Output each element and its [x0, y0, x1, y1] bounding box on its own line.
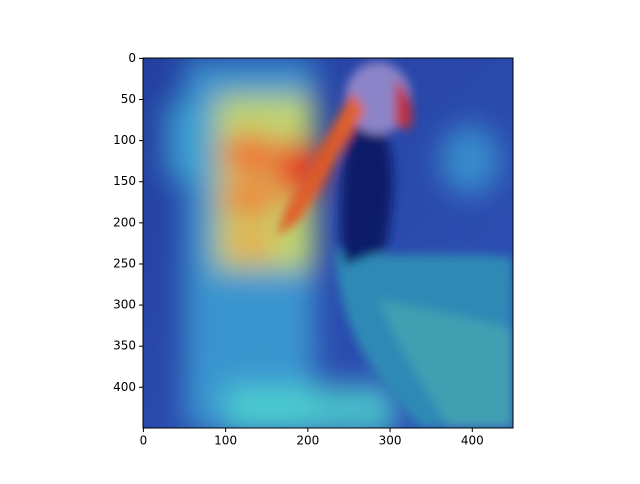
y-tick-label: 400 [113, 380, 136, 394]
x-tick-label: 300 [379, 434, 402, 448]
image [143, 58, 513, 428]
y-tick-label: 50 [121, 92, 136, 106]
axes-frame [142, 57, 514, 429]
y-tick-label: 300 [113, 298, 136, 312]
x-tick-label: 200 [296, 434, 319, 448]
y-tick-label: 150 [113, 174, 136, 188]
y-tick-label: 100 [113, 133, 136, 147]
x-tick-label: 400 [461, 434, 484, 448]
x-tick-label: 100 [214, 434, 237, 448]
y-tick-label: 250 [113, 256, 136, 270]
y-tick-label: 200 [113, 215, 136, 229]
y-tick-label: 0 [128, 51, 136, 65]
y-tick-label: 350 [113, 339, 136, 353]
x-tick-label: 0 [140, 434, 148, 448]
